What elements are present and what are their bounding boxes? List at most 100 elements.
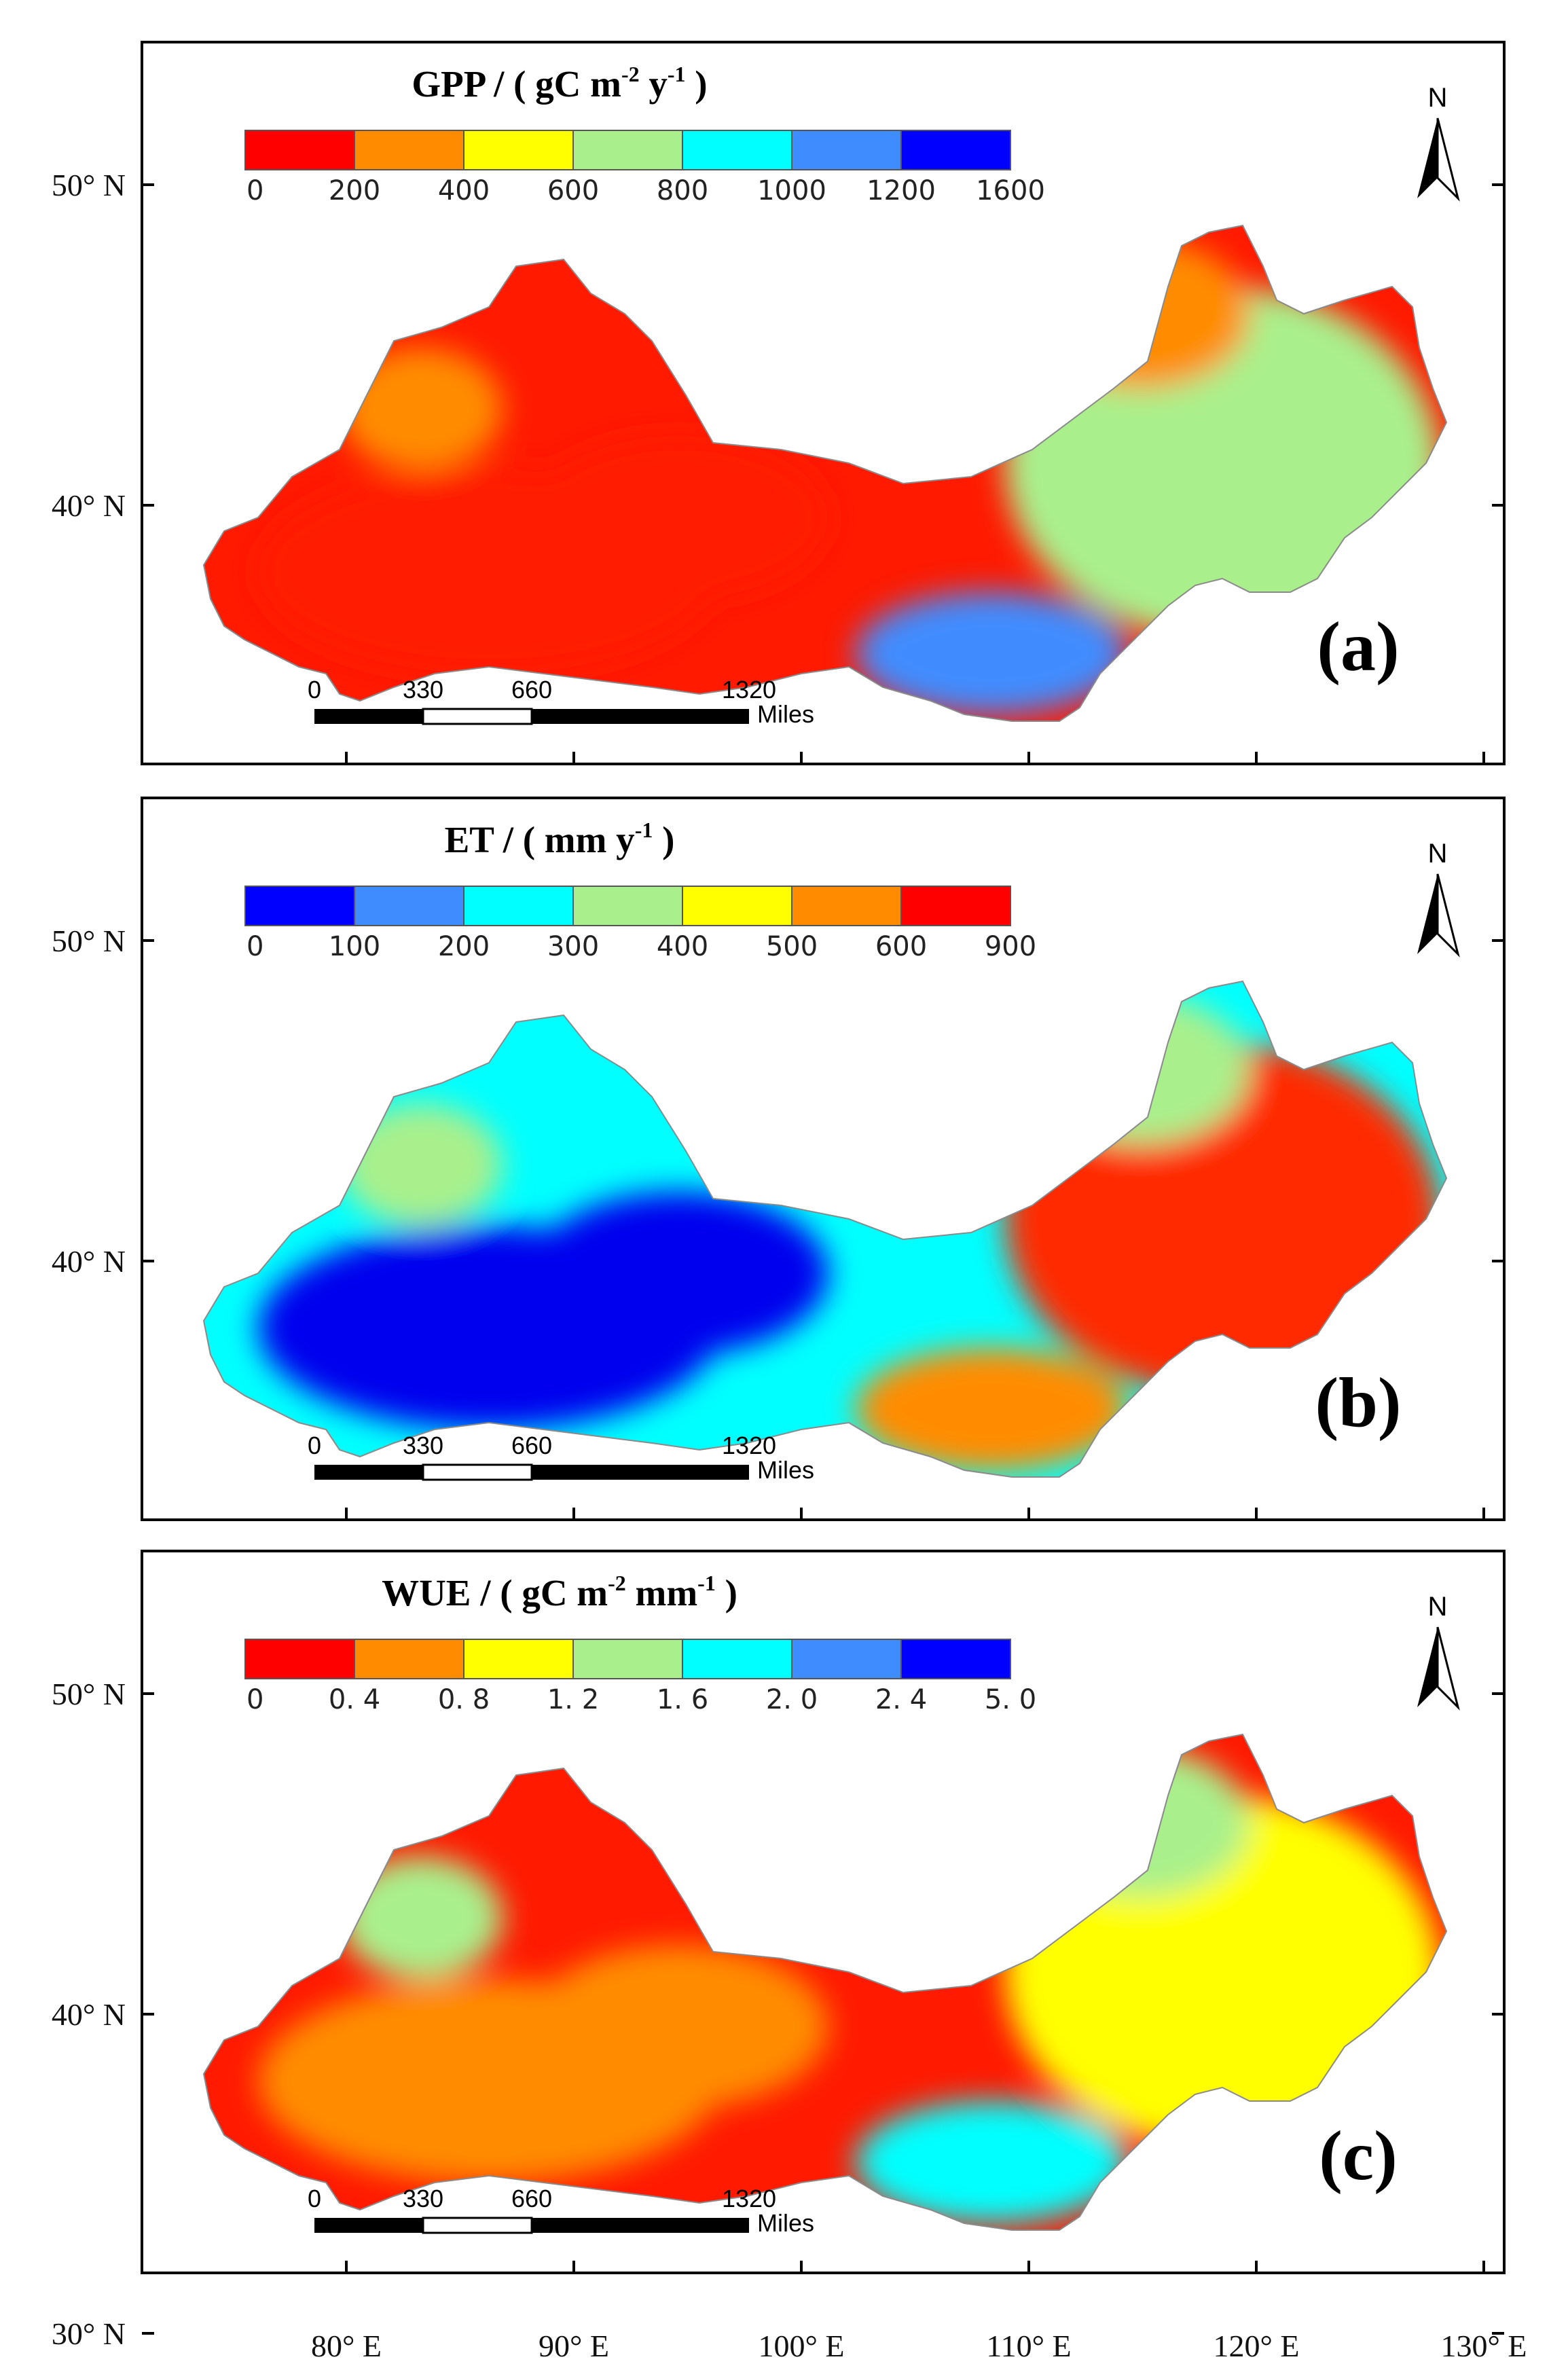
- legend-title-end: ): [686, 63, 708, 105]
- longitude-labels: 80° E 90° E 100° E 110° E 120° E 130° E: [311, 2329, 1527, 2363]
- legend-swatch-4: [682, 1639, 792, 1679]
- map-blob-south: [856, 592, 1127, 714]
- legend-swatch-4: [682, 130, 792, 170]
- scale-unit: Miles: [757, 1456, 814, 1484]
- panel-b: ET / ( mm y-1 ) 0 100 200 300 400 500 600 900 N 50…: [52, 797, 1506, 1521]
- lon-label: 100° E: [759, 2329, 845, 2363]
- lat-label: 50° N: [52, 1677, 126, 1711]
- legend-swatch-5: [791, 1639, 902, 1679]
- north-label: N: [1428, 839, 1448, 869]
- legend-swatch-5: [791, 886, 902, 926]
- north-arrow-icon: N: [1417, 839, 1460, 958]
- legend-title-mid: mm: [626, 1572, 697, 1614]
- scale-tick-3: 1320: [722, 676, 776, 704]
- legend-swatch-0: [244, 130, 355, 170]
- legend-title-sup: -1: [668, 62, 686, 86]
- legend-tick-4: 400: [657, 931, 708, 962]
- legend-tick-5: 1000: [757, 175, 826, 206]
- lon-label: 130° E: [1441, 2329, 1527, 2363]
- legend-title-sup: -2: [621, 62, 640, 86]
- scale-tick-2: 660: [511, 2185, 552, 2212]
- legend-swatch-3: [572, 886, 683, 926]
- legend-tick-1: 0. 4: [329, 1684, 380, 1715]
- lat-label: 40° N: [52, 1997, 126, 2032]
- legend-title-sup: -2: [608, 1571, 626, 1595]
- scale-tick-3: 1320: [722, 2185, 776, 2212]
- legend-swatch-1: [354, 1639, 464, 1679]
- panel-label: (a): [1317, 608, 1399, 686]
- panel-label: (c): [1319, 2117, 1397, 2195]
- scale-seg-1: [314, 2218, 423, 2233]
- legend-swatch-2: [463, 886, 574, 926]
- lat-label: 40° N: [52, 1244, 126, 1279]
- legend-swatch-6: [900, 1639, 1011, 1679]
- scale-seg-2: [422, 2217, 533, 2234]
- north-arrow-right: [1436, 117, 1460, 202]
- legend-tick-4: 800: [657, 175, 708, 206]
- legend-title-mid: y: [640, 63, 668, 105]
- legend-tick-0: 0: [247, 931, 263, 962]
- legend-swatch-2: [463, 1639, 574, 1679]
- panel-c: WUE / ( gC m-2 mm-1 ) 0 0. 4 0. 8 1. 2 1. 6 2.…: [52, 1550, 1506, 2351]
- north-label: N: [1428, 1592, 1448, 1622]
- legend-swatch-1: [354, 886, 464, 926]
- scale-seg-3: [532, 709, 749, 724]
- scale-tick-3: 1320: [722, 1432, 776, 1459]
- panel-label: (b): [1315, 1364, 1401, 1442]
- legend-tick-7: 1600: [976, 175, 1045, 206]
- lat-label: 40° N: [52, 488, 126, 523]
- map-blob-south: [856, 1348, 1127, 1470]
- legend-tick-3: 1. 2: [547, 1684, 599, 1715]
- lat-label: 50° N: [52, 924, 126, 958]
- legend-swatch-3: [572, 130, 683, 170]
- legend-tick-0: 0: [247, 175, 263, 206]
- legend-tick-3: 600: [547, 175, 599, 206]
- map-blob-desert: [530, 436, 828, 599]
- north-arrow-left: [1417, 1627, 1438, 1707]
- panel-a: GPP / ( gC m-2 y-1 ) 0 200 400 600 800 1000 120…: [52, 41, 1506, 765]
- legend-title: GPP / ( gC m-2 y-1 ): [412, 62, 707, 105]
- legend-title-end: ): [716, 1572, 737, 1614]
- scale-seg-2: [422, 1463, 533, 1481]
- legend-title-main: GPP / ( gC m: [412, 63, 621, 105]
- scale-tick-1: 330: [403, 676, 443, 704]
- legend-swatch-6: [900, 886, 1011, 926]
- legend-tick-2: 200: [438, 931, 490, 962]
- legend-title-main: WUE / ( gC m: [382, 1572, 608, 1614]
- scale-unit: Miles: [757, 700, 814, 728]
- scale-tick-2: 660: [511, 676, 552, 704]
- map-blob-northwest: [340, 348, 503, 470]
- legend-tick-5: 2. 0: [766, 1684, 818, 1715]
- scale-seg-1: [314, 709, 423, 724]
- legend-tick-7: 900: [985, 931, 1036, 962]
- legend-title: ET / ( mm y-1 ): [445, 818, 675, 860]
- map-blob-south: [856, 2101, 1127, 2223]
- legend-swatch-0: [244, 886, 355, 926]
- legend-swatch-6: [900, 130, 1011, 170]
- legend-tick-6: 600: [875, 931, 927, 962]
- legend-swatch-0: [244, 1639, 355, 1679]
- legend-tick-0: 0: [247, 1684, 263, 1715]
- north-arrow-icon: N: [1417, 83, 1460, 202]
- scale-seg-3: [532, 2218, 749, 2233]
- legend-tick-3: 300: [547, 931, 599, 962]
- lon-label: 110° E: [986, 2329, 1071, 2363]
- north-arrow-icon: N: [1417, 1592, 1460, 1711]
- north-arrow-left: [1417, 118, 1438, 198]
- legend-swatch-5: [791, 130, 902, 170]
- lon-label: 120° E: [1214, 2329, 1300, 2363]
- legend-tick-1: 100: [329, 931, 380, 962]
- scale-tick-0: 0: [308, 2185, 321, 2212]
- north-arrow-left: [1417, 874, 1438, 954]
- scale-tick-1: 330: [403, 1432, 443, 1459]
- scale-tick-0: 0: [308, 676, 321, 704]
- north-arrow-right: [1436, 1626, 1460, 1711]
- legend-tick-2: 0. 8: [438, 1684, 490, 1715]
- legend-tick-5: 500: [766, 931, 818, 962]
- legend-tick-2: 400: [438, 175, 490, 206]
- map-blob-desert: [530, 1192, 828, 1355]
- north-arrow-right: [1436, 873, 1460, 958]
- legend-tick-6: 2. 4: [875, 1684, 927, 1715]
- north-label: N: [1428, 83, 1448, 113]
